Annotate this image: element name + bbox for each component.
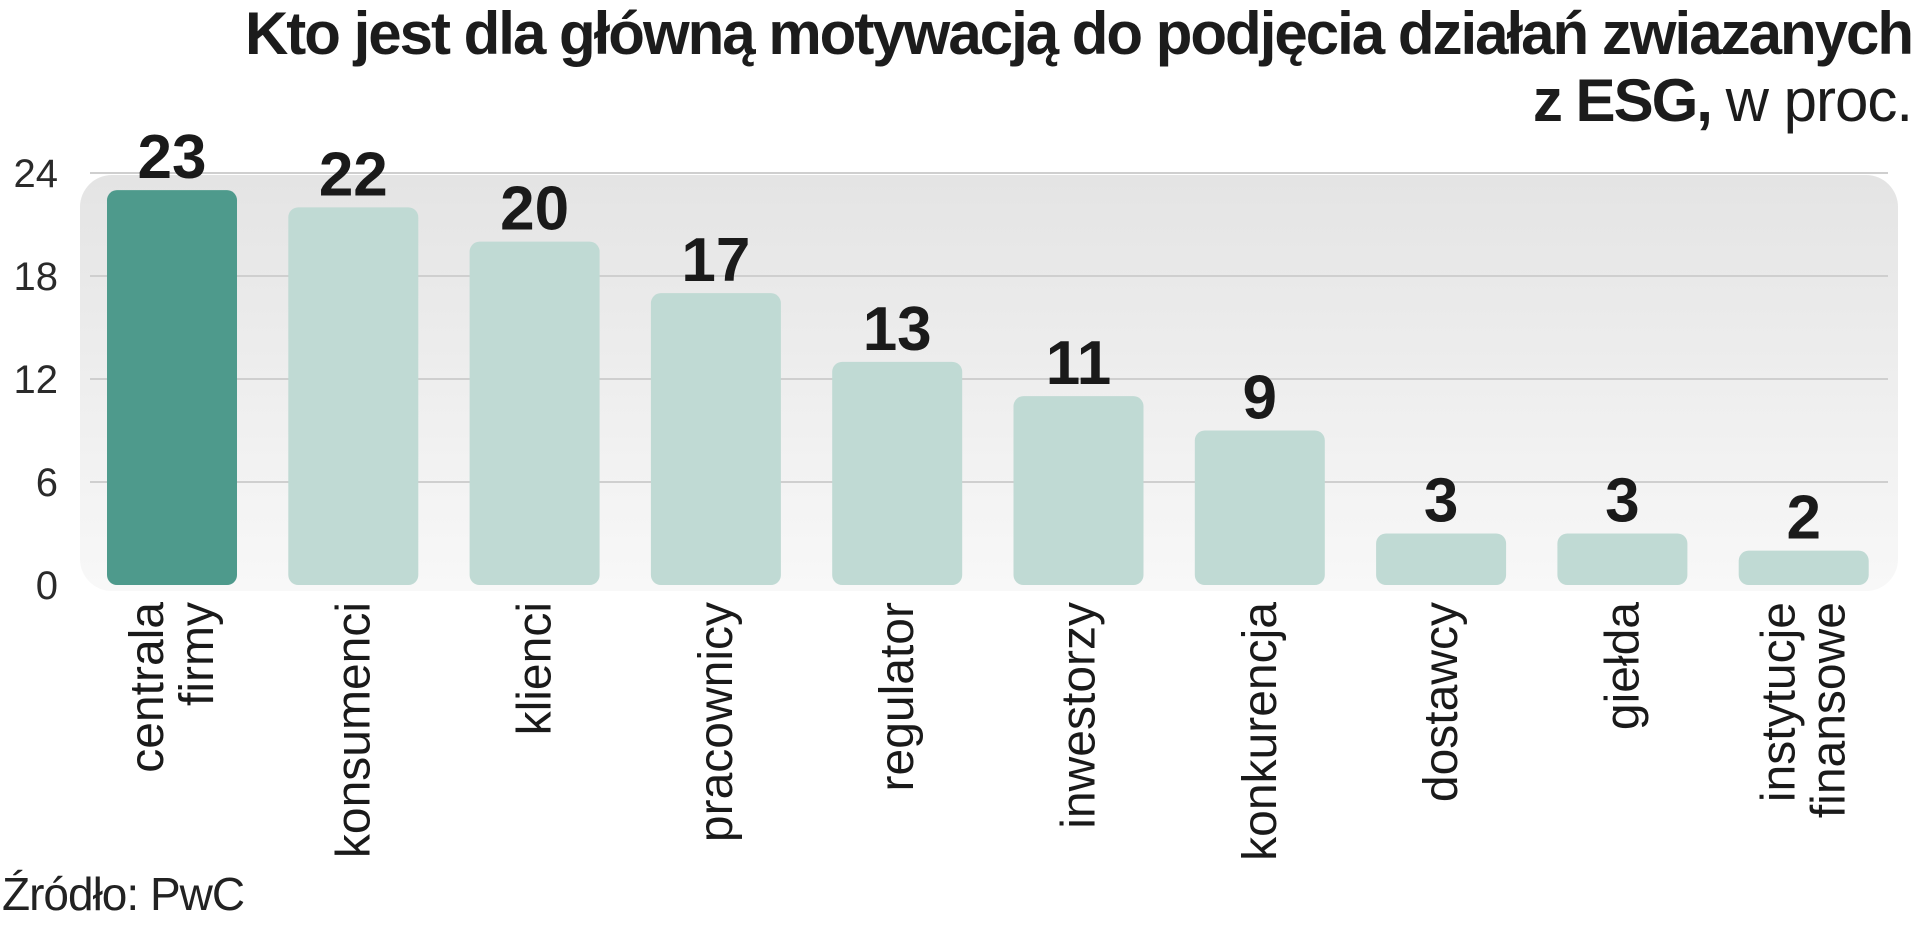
chart-title-line-2: z ESG, w proc. <box>245 67 1913 135</box>
x-category-label: firmy <box>171 602 224 706</box>
y-tick-label: 6 <box>36 461 58 505</box>
chart-title-unit: w proc. <box>1725 67 1913 135</box>
x-category-label: giełda <box>1596 602 1649 730</box>
x-category-label: dostawcy <box>1415 602 1468 802</box>
value-label: 3 <box>1605 467 1639 536</box>
bar <box>1194 430 1325 585</box>
x-category-label: regulator <box>871 602 924 791</box>
x-category-label: centrala <box>121 602 174 773</box>
x-category-label: konkurencja <box>1234 602 1287 861</box>
y-tick-label: 18 <box>14 255 59 299</box>
value-label: 17 <box>681 226 750 295</box>
chart-title-esg: z ESG, <box>1532 67 1713 135</box>
x-category-label: pracownicy <box>690 602 743 842</box>
y-tick-label: 0 <box>36 564 58 608</box>
value-label: 23 <box>138 123 207 192</box>
x-category-label: inwestorzy <box>1053 602 1106 829</box>
chart-title: Kto jest dla główną motywacją do podjęci… <box>244 0 1914 135</box>
y-tick-label: 12 <box>14 358 59 402</box>
bar <box>288 207 419 586</box>
x-category-label: instytucje <box>1753 602 1806 802</box>
x-category-label: finansowe <box>1803 602 1856 818</box>
bars <box>107 190 1869 586</box>
source-note: Źródło: PwC <box>2 868 245 920</box>
value-label: 11 <box>1046 329 1112 398</box>
bar <box>1738 550 1869 585</box>
bar <box>1557 533 1688 585</box>
value-labels: 23 22 20 17 13 11 9 3 3 2 <box>138 123 1821 553</box>
bar <box>832 361 963 585</box>
bar <box>469 241 600 585</box>
value-label: 9 <box>1243 364 1277 433</box>
bar <box>107 190 237 585</box>
bar <box>650 293 781 585</box>
bar <box>1013 396 1144 585</box>
x-category-label: konsumenci <box>327 602 380 858</box>
value-label: 13 <box>863 295 932 364</box>
value-label: 20 <box>500 175 569 244</box>
x-category-label: klienci <box>509 602 562 735</box>
chart-title-line-1: Kto jest dla główną motywacją do podjęci… <box>244 0 1914 67</box>
y-tick-label: 24 <box>14 152 59 196</box>
bar <box>1376 533 1507 585</box>
value-label: 2 <box>1786 484 1820 553</box>
value-label: 3 <box>1424 467 1458 536</box>
y-axis-ticks: 0 6 12 18 24 <box>14 152 59 608</box>
value-label: 22 <box>319 140 388 209</box>
